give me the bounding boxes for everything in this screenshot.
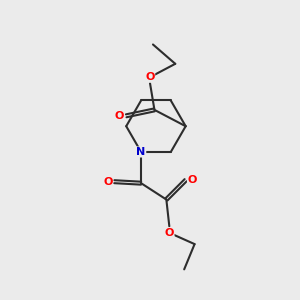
Text: N: N: [136, 147, 146, 157]
Text: O: O: [188, 175, 197, 185]
Text: O: O: [165, 228, 174, 238]
Text: O: O: [145, 72, 155, 82]
Text: O: O: [115, 111, 124, 121]
Text: O: O: [103, 177, 112, 187]
